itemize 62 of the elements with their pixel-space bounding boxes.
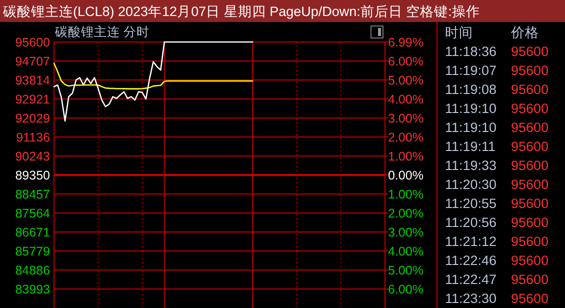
text: 11:19:33 <box>445 158 497 173</box>
text: 11:23:30 <box>445 291 497 306</box>
y-tick-label: 84886 <box>15 263 50 278</box>
y2-tick-label: 6.00% <box>388 282 424 296</box>
text: 11:19:10 <box>445 120 497 135</box>
text: 95600 <box>511 215 549 230</box>
text: 价格 <box>510 25 539 40</box>
y-tick-label: 85779 <box>15 244 50 258</box>
text: 95600 <box>511 82 549 97</box>
text: 11:19:08 <box>445 82 497 97</box>
text: 95600 <box>511 101 549 116</box>
y-tick-label: 86671 <box>15 226 50 240</box>
text: 95600 <box>511 177 549 192</box>
text: 95600 <box>511 272 549 287</box>
y2-tick-label: 4.00% <box>388 92 424 106</box>
y2-tick-label: 6.00% <box>388 54 424 68</box>
y-tick-label: 90243 <box>15 149 50 164</box>
text: 95600 <box>511 291 549 306</box>
line-series <box>53 41 254 122</box>
y2-tick-label: 1.00% <box>388 149 424 164</box>
text: 11:22:46 <box>445 253 497 268</box>
text: 11:19:07 <box>445 63 497 78</box>
text: 11:20:55 <box>445 196 497 211</box>
text: 11:19:10 <box>445 101 497 116</box>
text: 95600 <box>511 253 549 268</box>
text: 时间 <box>445 25 473 40</box>
y-tick-label: 92029 <box>15 111 50 126</box>
y2-tick-label: 5.00% <box>388 73 424 88</box>
chart-title: 碳酸锂主连(LCL8) 2023年12月07日 星期四 PageUp/Down:前后日 空格键:操作 <box>2 4 480 19</box>
y2-tick-label: 0.00% <box>388 168 424 182</box>
text: 95600 <box>511 139 549 154</box>
text: 95600 <box>511 158 549 173</box>
y-tick-label: 83993 <box>15 282 50 296</box>
text: 95600 <box>511 120 549 135</box>
y2-tick-label: 6.99% <box>388 36 424 50</box>
y2-tick-label: 4.00% <box>388 244 424 258</box>
y2-tick-label: 3.00% <box>388 225 424 240</box>
text: 95600 <box>511 234 549 249</box>
text: 11:20:56 <box>445 215 497 230</box>
text: 11:22:47 <box>445 272 497 287</box>
line-series <box>53 62 254 90</box>
text: 95600 <box>511 63 549 78</box>
y-tick-label: 92921 <box>15 92 50 107</box>
y-tick-label: 89350 <box>15 168 50 182</box>
chart-subtitle: 碳酸锂主连 分时 <box>54 24 150 39</box>
text: 95600 <box>511 196 549 211</box>
text: 95600 <box>511 44 549 59</box>
y2-tick-label: 2.00% <box>388 130 424 144</box>
y2-tick-label: 1.00% <box>388 187 424 202</box>
text: 11:20:30 <box>445 177 497 192</box>
y-tick-label: 87564 <box>15 206 50 221</box>
y2-tick-label: 5.00% <box>388 263 424 278</box>
y-tick-label: 94707 <box>15 54 50 69</box>
y2-tick-label: 3.00% <box>388 111 424 126</box>
y2-tick-label: 2.00% <box>388 206 424 220</box>
text: 11:18:36 <box>445 44 497 59</box>
y-tick-label: 91136 <box>16 130 50 144</box>
text: 11:21:12 <box>445 234 497 249</box>
text: 11:19:11 <box>445 139 496 154</box>
y-tick-label: 95600 <box>15 36 50 50</box>
y-tick-label: 93814 <box>15 74 50 88</box>
y-tick-label: 88457 <box>15 188 50 202</box>
